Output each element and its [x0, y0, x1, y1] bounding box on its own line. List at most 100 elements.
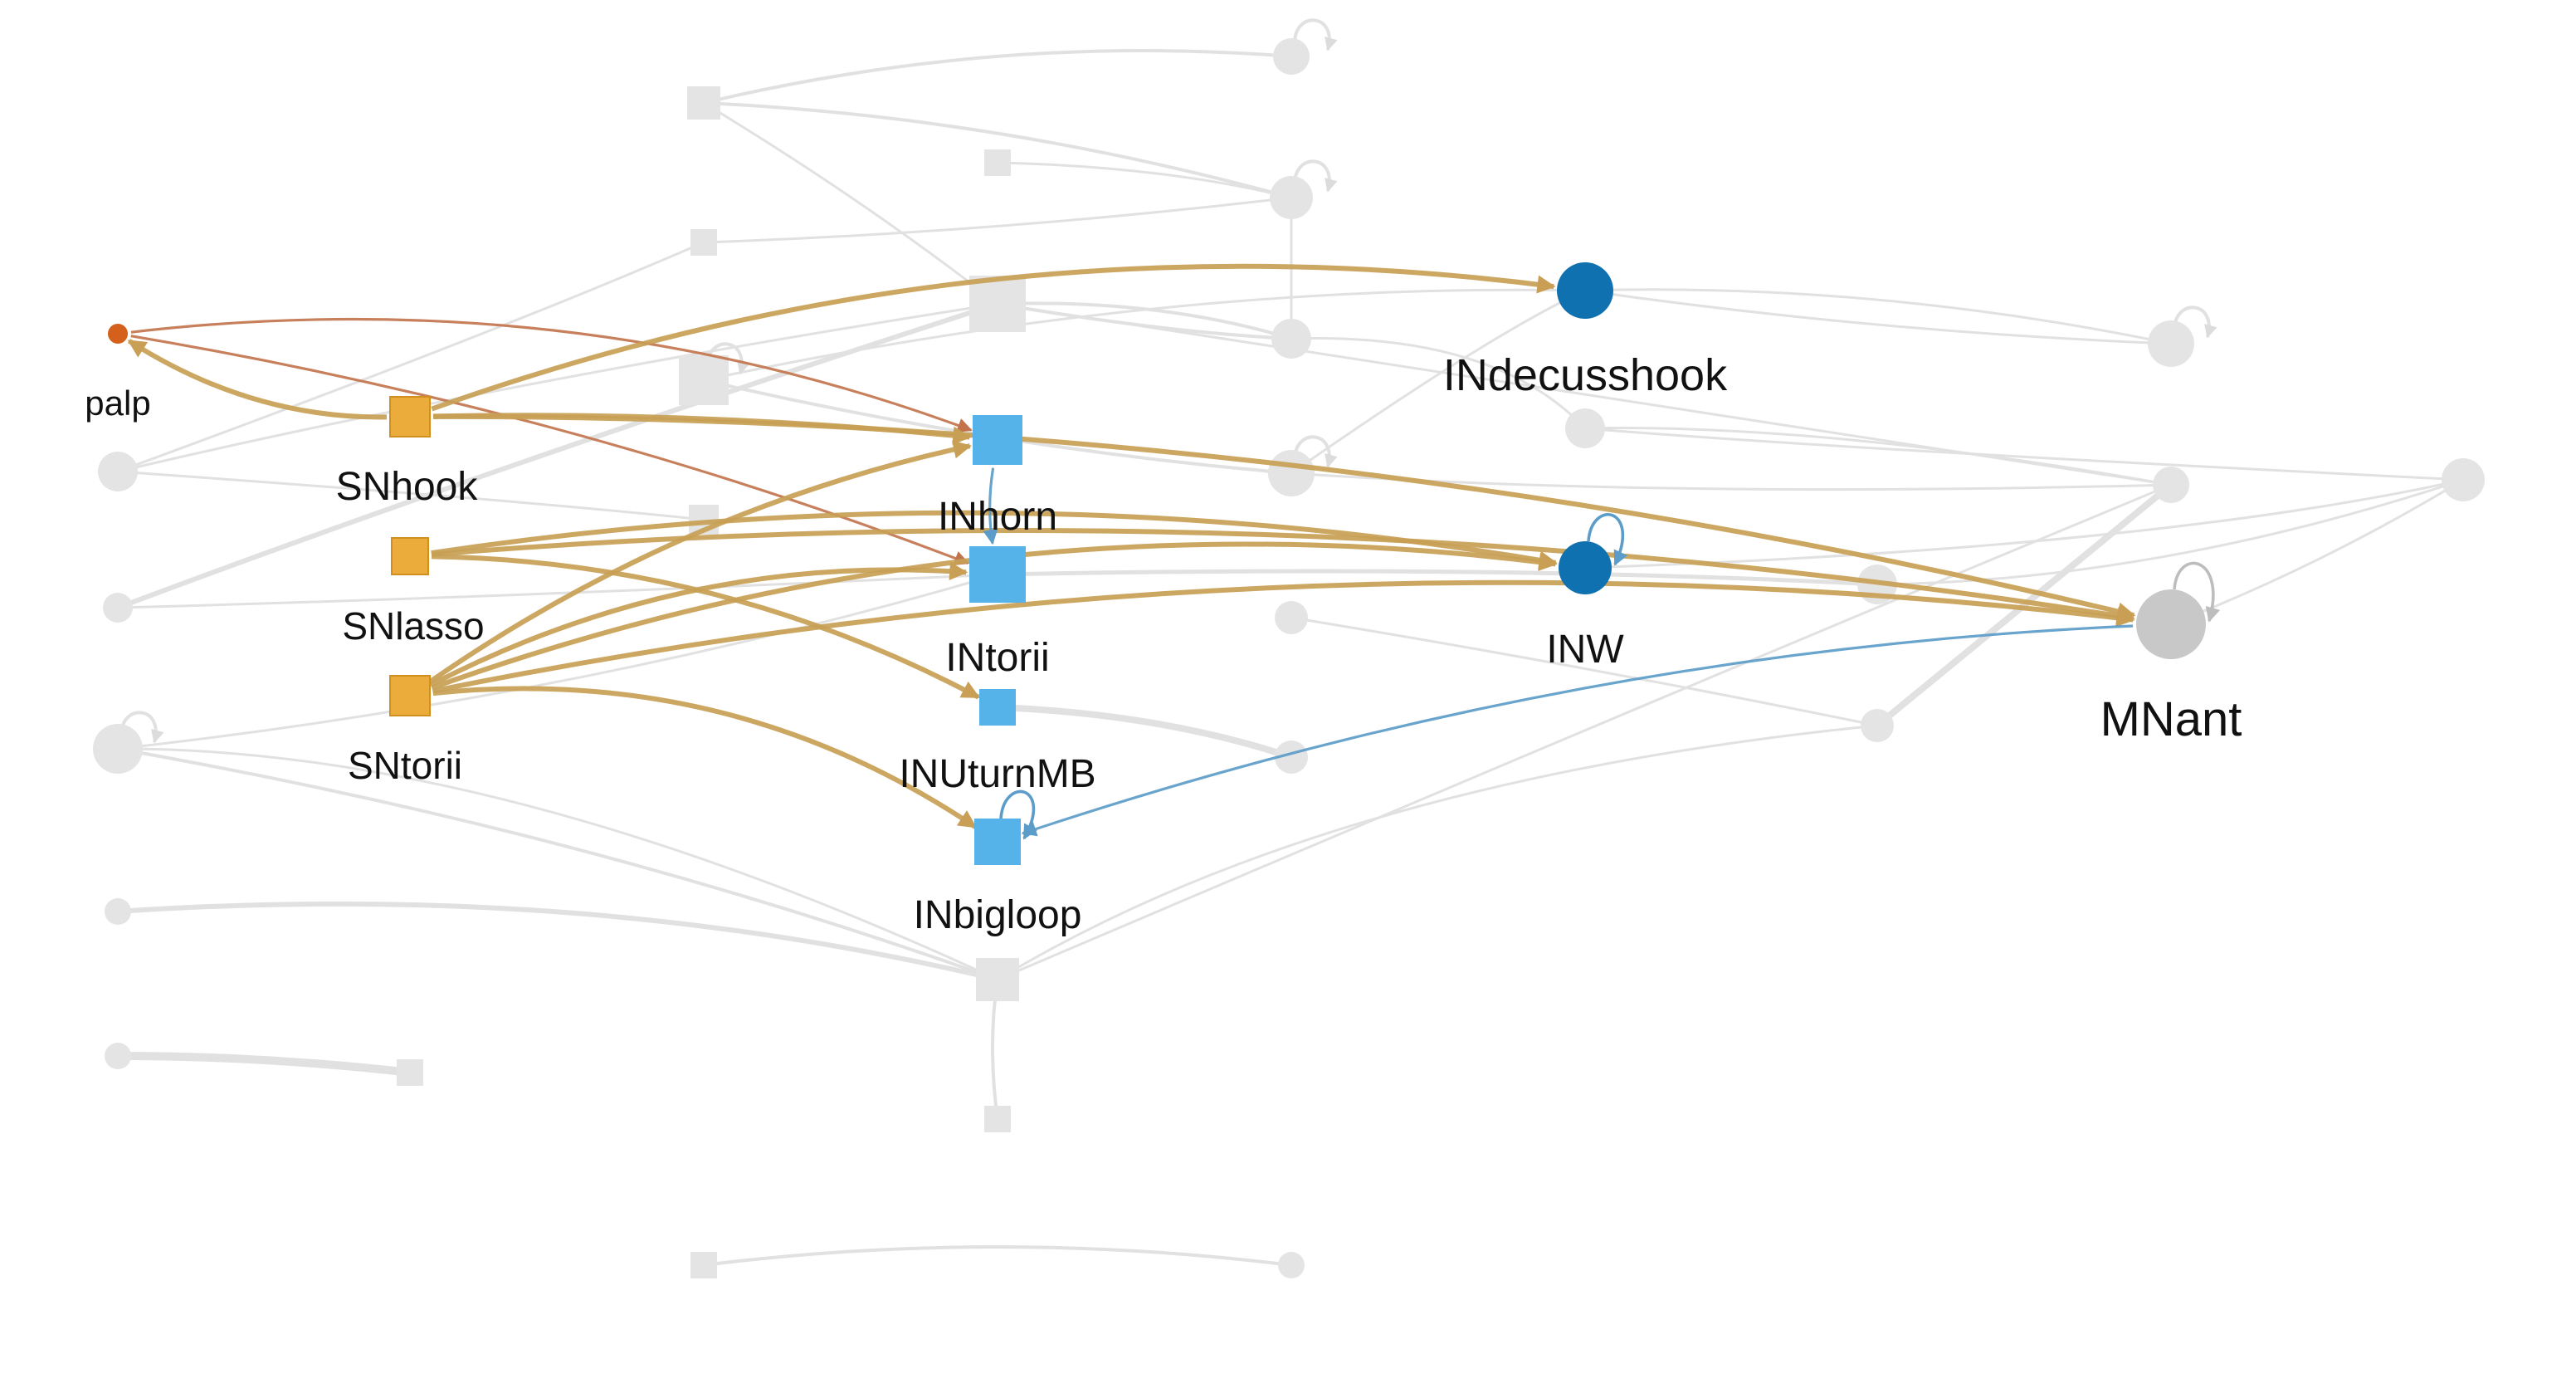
background-edge: [117, 1052, 412, 1078]
edge-SNtorii-MNant: [432, 579, 2135, 694]
label-SNhook: SNhook: [335, 465, 478, 510]
background-edge: [1584, 427, 2173, 490]
background-edge: [1583, 286, 2172, 345]
background-node: [984, 149, 1011, 176]
background-node: [1565, 408, 1605, 448]
label-INbigloop: INbigloop: [913, 893, 1082, 938]
highlighted-edges: [127, 263, 2221, 840]
background-node: [1271, 319, 1311, 359]
background-edge: [703, 48, 1293, 105]
background-node: [690, 229, 717, 256]
background-node: [1270, 176, 1313, 219]
background-edge: [116, 241, 705, 474]
label-MNant: MNant: [2100, 693, 2242, 746]
edge-SNtorii-INbigloop: [432, 686, 978, 829]
background-edge: [703, 192, 1293, 244]
background-edge: [117, 747, 999, 982]
background-node: [105, 898, 131, 925]
background-node: [1268, 450, 1315, 496]
background-node: [984, 1106, 1011, 1132]
background-edge: [116, 741, 998, 981]
background-node: [2442, 458, 2485, 501]
edge-MNant-INbigloop: [1021, 624, 2134, 837]
node-INhorn: [973, 415, 1022, 465]
background-edge: [1583, 423, 2464, 481]
background-node: [98, 452, 138, 491]
background-node: [679, 355, 729, 405]
highlighted-nodes: [108, 262, 2206, 865]
background-self-loop: [1293, 435, 1338, 468]
background-edge: [117, 568, 999, 609]
background-edge: [117, 901, 999, 984]
background-edge: [1875, 481, 2174, 729]
node-MNant: [2136, 589, 2206, 659]
background-self-loop: [1293, 18, 1338, 51]
background-edge: [2169, 478, 2464, 627]
background-edge: [117, 571, 999, 750]
background-self-loop: [1293, 159, 1338, 193]
background-node: [969, 276, 1026, 332]
node-SNtorii: [389, 675, 431, 716]
node-INtorii: [969, 546, 1026, 603]
background-node: [1278, 1252, 1305, 1278]
node-INbigloop: [974, 819, 1021, 865]
label-INdecusshook: INdecusshook: [1442, 349, 1728, 399]
node-INW: [1559, 541, 1612, 594]
background-edge: [703, 101, 999, 305]
edge-SNlasso-INUturnMB: [431, 554, 980, 700]
background-node: [690, 1252, 717, 1278]
label-SNtorii: SNtorii: [347, 743, 463, 786]
edge-INbigloop-INbigloop: [999, 789, 1037, 840]
label-INW: INW: [1546, 628, 1624, 672]
background-edge: [117, 299, 999, 473]
background-edge: [997, 569, 1879, 591]
background-edge: [1876, 478, 2464, 591]
background-node: [1275, 601, 1308, 634]
background-node: [976, 958, 1019, 1001]
background-edge: [996, 701, 1293, 760]
edge-INW-INW: [1587, 512, 1628, 566]
background-node: [1273, 38, 1310, 75]
background-edge: [116, 466, 705, 521]
edge-SNlasso-MNant: [431, 527, 2135, 625]
background-edge: [997, 483, 2173, 981]
background-edge: [996, 296, 1292, 340]
background-node: [93, 724, 143, 774]
background-edge: [703, 101, 1293, 201]
background-node: [2148, 320, 2194, 367]
edge-SNhook-palp: [127, 339, 388, 420]
edge-MNant-MNant: [2173, 561, 2221, 623]
edge-palp-INtorii: [130, 335, 970, 565]
edge-SNhook-MNant: [432, 413, 2136, 621]
background-node: [1275, 740, 1308, 774]
node-SNlasso: [391, 537, 429, 575]
edge-palp-INhorn: [130, 317, 973, 433]
background-edge: [703, 1245, 1293, 1271]
background-node: [2153, 467, 2189, 503]
background-edge: [1290, 331, 1587, 430]
edge-INhorn-INtorii: [983, 467, 998, 545]
label-INtorii: INtorii: [945, 636, 1050, 681]
label-INUturnMB: INUturnMB: [899, 752, 1096, 797]
background-self-loop: [2173, 305, 2217, 339]
background-node: [687, 86, 720, 120]
background-edge: [1290, 616, 1879, 730]
background-edge: [997, 161, 1293, 202]
background-edge: [1583, 478, 2464, 574]
node-SNhook: [389, 396, 431, 437]
label-palp: palp: [85, 384, 151, 423]
edge-SNtorii-INhorn: [427, 440, 972, 685]
background-node: [1861, 709, 1894, 742]
background-nodes: [93, 38, 2485, 1278]
background-node: [105, 1043, 131, 1069]
background-edge: [997, 720, 1879, 981]
background-node: [103, 593, 133, 623]
node-INUturnMB: [979, 689, 1016, 726]
label-INhorn: INhorn: [937, 495, 1058, 540]
background-edge: [1584, 288, 2173, 348]
label-SNlasso: SNlasso: [342, 604, 485, 647]
background-node: [397, 1059, 423, 1086]
background-edge: [116, 301, 999, 610]
